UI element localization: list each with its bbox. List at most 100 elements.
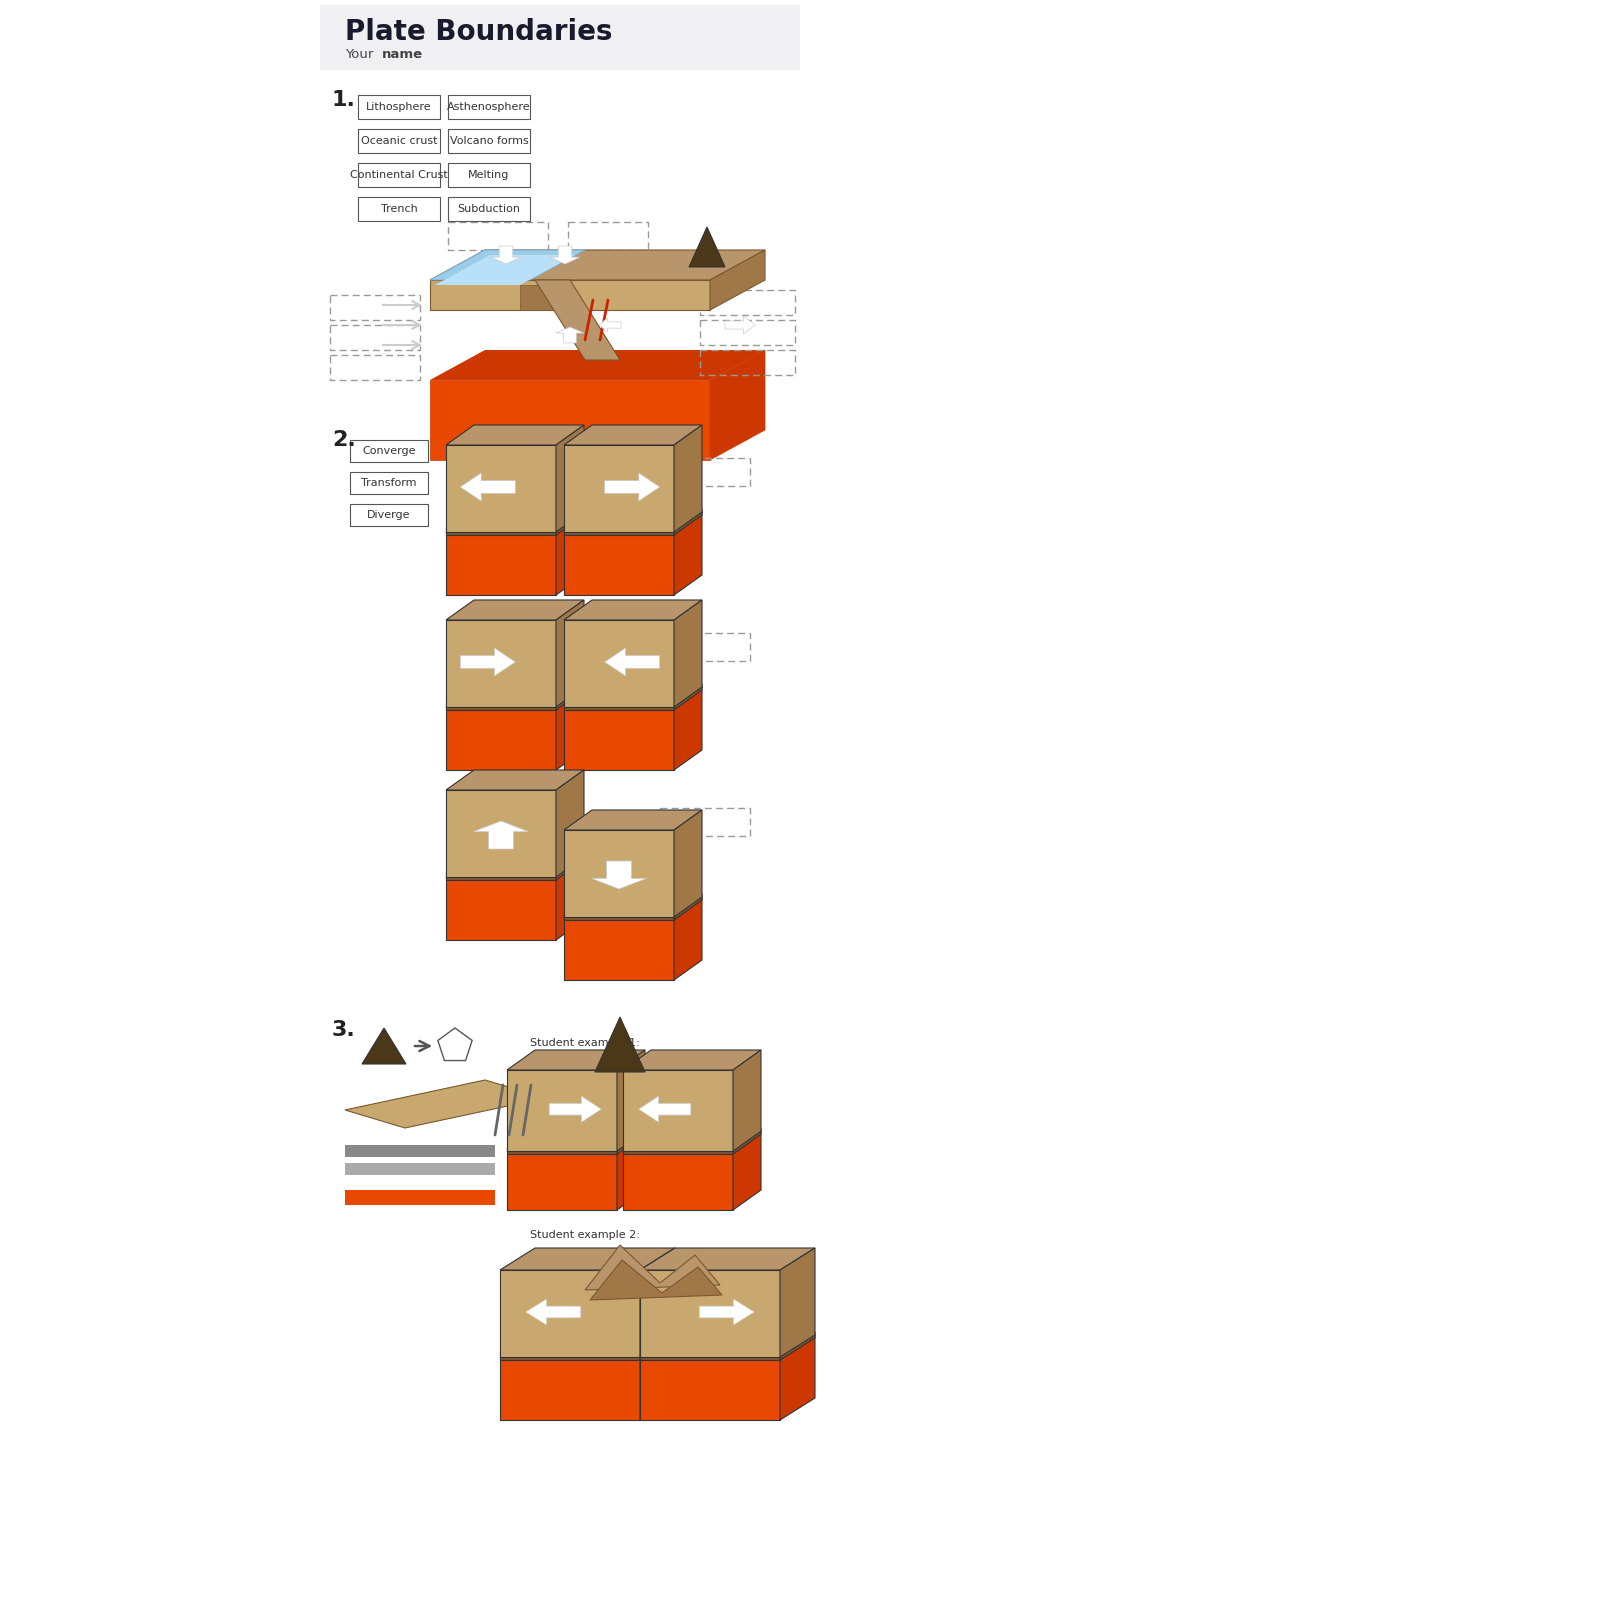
Bar	[358, 130, 440, 154]
Polygon shape	[557, 600, 584, 707]
Text: Diverge: Diverge	[368, 510, 411, 520]
Polygon shape	[640, 1334, 814, 1357]
Polygon shape	[550, 246, 579, 264]
Bar	[320, 5, 800, 70]
Polygon shape	[430, 250, 586, 280]
Polygon shape	[557, 858, 584, 939]
Polygon shape	[446, 512, 584, 531]
Polygon shape	[563, 704, 674, 710]
Polygon shape	[563, 512, 702, 531]
Text: Continental Crust: Continental Crust	[350, 170, 448, 179]
Polygon shape	[474, 821, 528, 850]
Polygon shape	[461, 648, 515, 675]
Polygon shape	[781, 1334, 814, 1421]
Bar	[448, 130, 530, 154]
Polygon shape	[618, 1128, 645, 1154]
Polygon shape	[674, 898, 702, 979]
Polygon shape	[563, 530, 674, 534]
Polygon shape	[557, 426, 584, 531]
Bar	[448, 197, 530, 221]
Text: Student example 2:: Student example 2:	[530, 1230, 640, 1240]
Polygon shape	[563, 898, 702, 917]
Polygon shape	[446, 530, 557, 534]
Polygon shape	[733, 1131, 762, 1210]
Bar	[346, 1163, 494, 1174]
Polygon shape	[461, 474, 515, 501]
Polygon shape	[598, 318, 621, 333]
Polygon shape	[507, 1050, 645, 1070]
Polygon shape	[446, 790, 557, 877]
Text: Plate Boundaries: Plate Boundaries	[346, 18, 613, 46]
Polygon shape	[592, 861, 646, 890]
Polygon shape	[563, 810, 702, 830]
Polygon shape	[563, 707, 674, 770]
Polygon shape	[557, 326, 584, 342]
Polygon shape	[563, 917, 674, 979]
Bar	[448, 94, 530, 118]
Polygon shape	[507, 1131, 645, 1152]
Text: 2.: 2.	[333, 430, 355, 450]
Polygon shape	[640, 1354, 781, 1360]
Polygon shape	[525, 1070, 541, 1160]
Polygon shape	[446, 854, 584, 874]
Polygon shape	[446, 600, 584, 619]
Bar	[350, 440, 429, 462]
Polygon shape	[446, 858, 584, 877]
Polygon shape	[674, 509, 702, 534]
Polygon shape	[534, 280, 621, 360]
Polygon shape	[640, 1248, 814, 1270]
Bar	[358, 94, 440, 118]
Polygon shape	[640, 1331, 814, 1354]
Text: 3.: 3.	[333, 1021, 355, 1040]
Polygon shape	[446, 874, 557, 880]
Polygon shape	[557, 685, 584, 710]
Polygon shape	[507, 1070, 618, 1152]
Text: Student example 1:: Student example 1:	[530, 1038, 640, 1048]
Polygon shape	[507, 1149, 618, 1154]
Polygon shape	[430, 379, 710, 461]
Polygon shape	[563, 445, 674, 531]
Polygon shape	[674, 600, 702, 707]
Bar	[330, 325, 419, 350]
Polygon shape	[781, 1248, 814, 1357]
Text: Your: Your	[346, 48, 378, 61]
Polygon shape	[622, 1050, 762, 1070]
Polygon shape	[446, 445, 557, 531]
Text: 1.: 1.	[333, 90, 355, 110]
Polygon shape	[438, 1029, 472, 1061]
Polygon shape	[499, 1354, 640, 1360]
Polygon shape	[507, 1128, 645, 1149]
Polygon shape	[699, 1299, 754, 1325]
Polygon shape	[499, 1357, 640, 1421]
Polygon shape	[499, 1331, 675, 1354]
Polygon shape	[563, 426, 702, 445]
Polygon shape	[674, 894, 702, 920]
Polygon shape	[499, 1334, 675, 1357]
Polygon shape	[446, 426, 584, 445]
Polygon shape	[674, 810, 702, 917]
Polygon shape	[435, 254, 574, 285]
Polygon shape	[733, 1050, 762, 1152]
Text: :: :	[414, 48, 418, 61]
Bar	[350, 504, 429, 526]
Polygon shape	[491, 246, 522, 264]
Polygon shape	[549, 1096, 602, 1122]
Polygon shape	[781, 1331, 814, 1360]
Polygon shape	[710, 350, 765, 461]
Polygon shape	[622, 1131, 762, 1152]
Polygon shape	[640, 1270, 781, 1357]
Bar	[346, 1146, 494, 1157]
Polygon shape	[526, 1299, 581, 1325]
Polygon shape	[446, 707, 557, 770]
Polygon shape	[446, 619, 557, 707]
Text: Trench: Trench	[381, 203, 418, 214]
Polygon shape	[640, 1331, 675, 1360]
Text: Transform: Transform	[362, 478, 416, 488]
Polygon shape	[563, 685, 702, 704]
Polygon shape	[563, 619, 674, 707]
Polygon shape	[499, 1248, 675, 1270]
Polygon shape	[446, 509, 584, 530]
Text: Asthenosphere: Asthenosphere	[446, 102, 531, 112]
Polygon shape	[674, 686, 702, 770]
Polygon shape	[733, 1128, 762, 1154]
